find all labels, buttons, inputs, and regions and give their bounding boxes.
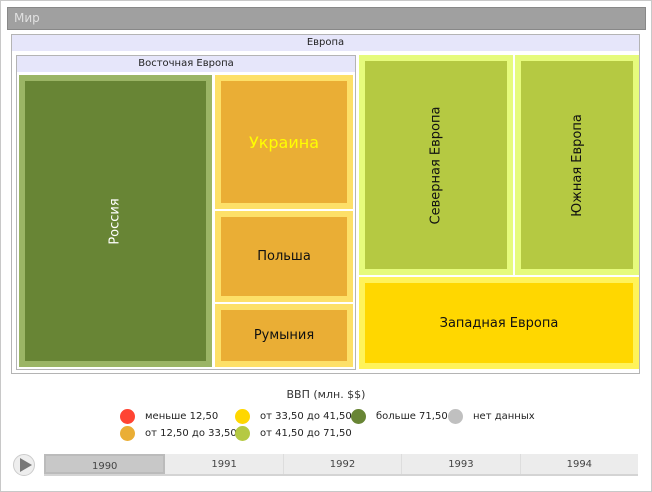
legend-dot-icon (235, 425, 250, 441)
cell-western-europe-label: Западная Европа (439, 315, 559, 331)
timeline-year-1990[interactable]: 1990 (44, 454, 166, 474)
legend-label: нет данных (473, 410, 535, 422)
legend-label: от 33,50 до 41,50 (260, 410, 352, 422)
cell-southern-europe[interactable]: Южная Европа (515, 55, 639, 275)
cell-northern-europe-label: Северная Европа (428, 106, 444, 224)
legend-dot-icon (448, 408, 463, 424)
cell-russia-label: Россия (107, 197, 123, 245)
cell-southern-europe-label: Южная Европа (569, 113, 585, 217)
cell-poland[interactable]: Польша (215, 211, 353, 302)
legend-label: от 12,50 до 33,50 (145, 427, 237, 439)
legend-item: нет данных (448, 408, 535, 424)
legend-dot-icon (120, 408, 135, 424)
legend-item: от 41,50 до 71,50 (235, 425, 352, 441)
root-header-mir[interactable]: Мир (7, 7, 646, 30)
timeline-year-1994[interactable]: 1994 (566, 459, 593, 470)
cell-northern-europe[interactable]: Северная Европа (359, 55, 513, 275)
legend-item: от 12,50 до 33,50 (120, 425, 237, 441)
timeline-year-1993[interactable]: 1993 (402, 454, 521, 474)
legend-label: меньше 12,50 (145, 410, 219, 422)
cell-ukraine-label: Украина (248, 132, 320, 152)
legend-item: от 33,50 до 41,50 (235, 408, 352, 424)
legend-label: от 41,50 до 71,50 (260, 427, 352, 439)
cell-russia[interactable]: Россия (19, 75, 212, 367)
cell-ukraine[interactable]: Украина (215, 75, 353, 209)
cell-romania-label: Румыния (253, 328, 315, 343)
legend-dot-icon (120, 425, 135, 441)
legend-item: меньше 12,50 (120, 408, 218, 424)
timeline-year-1992[interactable]: 1992 (284, 454, 403, 474)
group-eastern-europe-header[interactable]: Восточная Европа (17, 56, 355, 72)
legend-dot-icon (351, 408, 366, 424)
legend-label: больше 71,50 (376, 410, 448, 422)
timeline: 1990 1991 1992 1993 1994 (44, 454, 638, 476)
legend-dot-icon (235, 408, 250, 424)
cell-western-europe[interactable]: Западная Европа (359, 277, 639, 369)
play-button[interactable] (13, 454, 35, 476)
cell-poland-label: Польша (257, 249, 311, 264)
timeline-year-1991[interactable]: 1991 (165, 454, 284, 474)
legend-title: ВВП (млн. $$) (286, 388, 366, 401)
group-europe-header[interactable]: Европа (12, 35, 639, 51)
legend-item: больше 71,50 (351, 408, 448, 424)
cell-romania[interactable]: Румыния (215, 304, 353, 367)
